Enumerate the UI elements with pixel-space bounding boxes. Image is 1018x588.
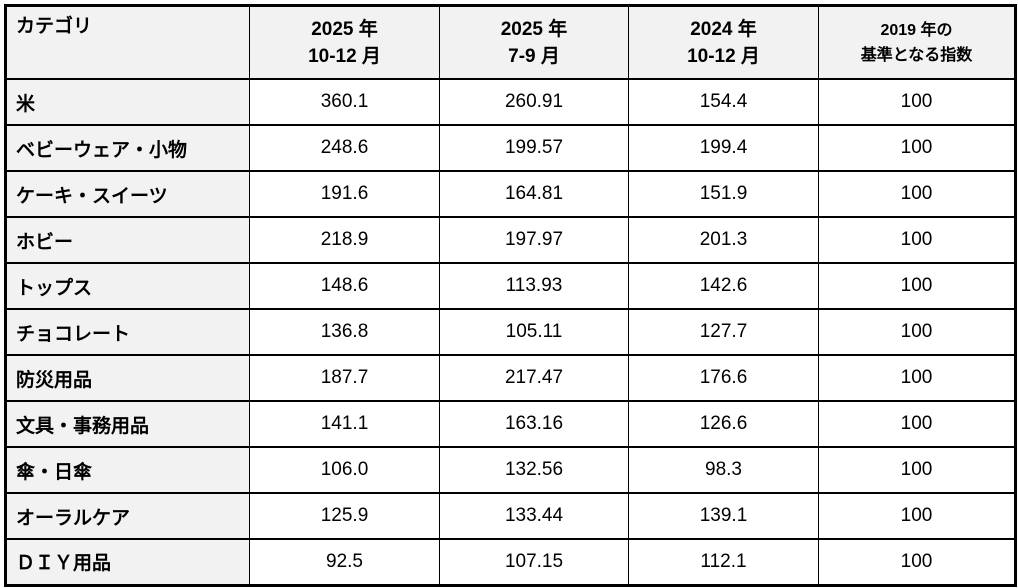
- value-cell-2019-base: 100: [818, 492, 1016, 540]
- table-row: オーラルケア 125.9 133.44 139.1 100: [5, 492, 1016, 540]
- category-cell: ケーキ・スイーツ: [5, 170, 250, 218]
- value-cell-2025-q4: 360.1: [249, 78, 440, 126]
- value-cell-2025-q3: 260.91: [439, 78, 629, 126]
- category-cell: オーラルケア: [5, 492, 250, 540]
- table-row: 米 360.1 260.91 154.4 100: [5, 78, 1016, 126]
- value-cell-2025-q4: 106.0: [249, 446, 440, 494]
- category-index-table-container: カテゴリ 2025 年 10-12 月 2025 年 7-9 月 2024 年 …: [4, 4, 1017, 587]
- column-header-category: カテゴリ: [5, 4, 250, 80]
- category-cell: 傘・日傘: [5, 446, 250, 494]
- table-row: チョコレート 136.8 105.11 127.7 100: [5, 308, 1016, 356]
- value-cell-2025-q4: 92.5: [249, 538, 440, 586]
- table-row: 防災用品 187.7 217.47 176.6 100: [5, 354, 1016, 402]
- value-cell-2025-q3: 133.44: [439, 492, 629, 540]
- value-cell-2019-base: 100: [818, 538, 1016, 586]
- table-row: 文具・事務用品 141.1 163.16 126.6 100: [5, 400, 1016, 448]
- category-index-table: カテゴリ 2025 年 10-12 月 2025 年 7-9 月 2024 年 …: [4, 4, 1017, 587]
- table-row: ベビーウェア・小物 248.6 199.57 199.4 100: [5, 124, 1016, 172]
- value-cell-2024-q4: 139.1: [628, 492, 819, 540]
- value-cell-2024-q4: 151.9: [628, 170, 819, 218]
- value-cell-2025-q4: 136.8: [249, 308, 440, 356]
- value-cell-2019-base: 100: [818, 216, 1016, 264]
- header-line: 2019 年の: [880, 21, 953, 39]
- category-cell: ＤＩＹ用品: [5, 538, 250, 586]
- value-cell-2019-base: 100: [818, 400, 1016, 448]
- value-cell-2025-q4: 141.1: [249, 400, 440, 448]
- category-cell: ホビー: [5, 216, 250, 264]
- value-cell-2024-q4: 142.6: [628, 262, 819, 310]
- column-header-2025-q3: 2025 年 7-9 月: [439, 4, 629, 80]
- table-row: ホビー 218.9 197.97 201.3 100: [5, 216, 1016, 264]
- value-cell-2019-base: 100: [818, 78, 1016, 126]
- table-row: ケーキ・スイーツ 191.6 164.81 151.9 100: [5, 170, 1016, 218]
- value-cell-2024-q4: 127.7: [628, 308, 819, 356]
- value-cell-2025-q3: 107.15: [439, 538, 629, 586]
- category-cell: 文具・事務用品: [5, 400, 250, 448]
- value-cell-2019-base: 100: [818, 446, 1016, 494]
- category-cell: トップス: [5, 262, 250, 310]
- header-line: 2024 年: [690, 18, 757, 40]
- header-line: 基準となる指数: [860, 46, 973, 64]
- header-line: 2025 年: [500, 18, 568, 40]
- column-header-2024-q4: 2024 年 10-12 月: [628, 4, 819, 80]
- value-cell-2025-q3: 197.97: [439, 216, 629, 264]
- value-cell-2025-q4: 148.6: [249, 262, 440, 310]
- category-cell: チョコレート: [5, 308, 250, 356]
- category-cell: 米: [5, 78, 250, 126]
- header-row: カテゴリ 2025 年 10-12 月 2025 年 7-9 月 2024 年 …: [5, 4, 1016, 80]
- column-header-2025-q4: 2025 年 10-12 月: [249, 4, 440, 80]
- category-cell: ベビーウェア・小物: [5, 124, 250, 172]
- value-cell-2025-q4: 187.7: [249, 354, 440, 402]
- value-cell-2025-q4: 248.6: [249, 124, 440, 172]
- header-line: 10-12 月: [308, 45, 381, 67]
- value-cell-2024-q4: 201.3: [628, 216, 819, 264]
- value-cell-2024-q4: 176.6: [628, 354, 819, 402]
- value-cell-2024-q4: 199.4: [628, 124, 819, 172]
- value-cell-2025-q3: 199.57: [439, 124, 629, 172]
- value-cell-2019-base: 100: [818, 170, 1016, 218]
- value-cell-2025-q3: 217.47: [439, 354, 629, 402]
- header-line: 7-9 月: [508, 45, 560, 67]
- value-cell-2025-q3: 113.93: [439, 262, 629, 310]
- header-line: 2025 年: [311, 18, 378, 40]
- value-cell-2024-q4: 98.3: [628, 446, 819, 494]
- value-cell-2025-q3: 163.16: [439, 400, 629, 448]
- value-cell-2024-q4: 154.4: [628, 78, 819, 126]
- value-cell-2019-base: 100: [818, 262, 1016, 310]
- value-cell-2025-q3: 132.56: [439, 446, 629, 494]
- header-line: 10-12 月: [687, 45, 760, 67]
- value-cell-2019-base: 100: [818, 308, 1016, 356]
- value-cell-2025-q3: 164.81: [439, 170, 629, 218]
- value-cell-2025-q4: 218.9: [249, 216, 440, 264]
- value-cell-2024-q4: 126.6: [628, 400, 819, 448]
- table-row: ＤＩＹ用品 92.5 107.15 112.1 100: [5, 538, 1016, 586]
- value-cell-2025-q3: 105.11: [439, 308, 629, 356]
- value-cell-2019-base: 100: [818, 354, 1016, 402]
- table-row: トップス 148.6 113.93 142.6 100: [5, 262, 1016, 310]
- value-cell-2025-q4: 191.6: [249, 170, 440, 218]
- value-cell-2024-q4: 112.1: [628, 538, 819, 586]
- category-cell: 防災用品: [5, 354, 250, 402]
- column-header-2019-base: 2019 年の 基準となる指数: [818, 4, 1016, 80]
- table-row: 傘・日傘 106.0 132.56 98.3 100: [5, 446, 1016, 494]
- value-cell-2019-base: 100: [818, 124, 1016, 172]
- value-cell-2025-q4: 125.9: [249, 492, 440, 540]
